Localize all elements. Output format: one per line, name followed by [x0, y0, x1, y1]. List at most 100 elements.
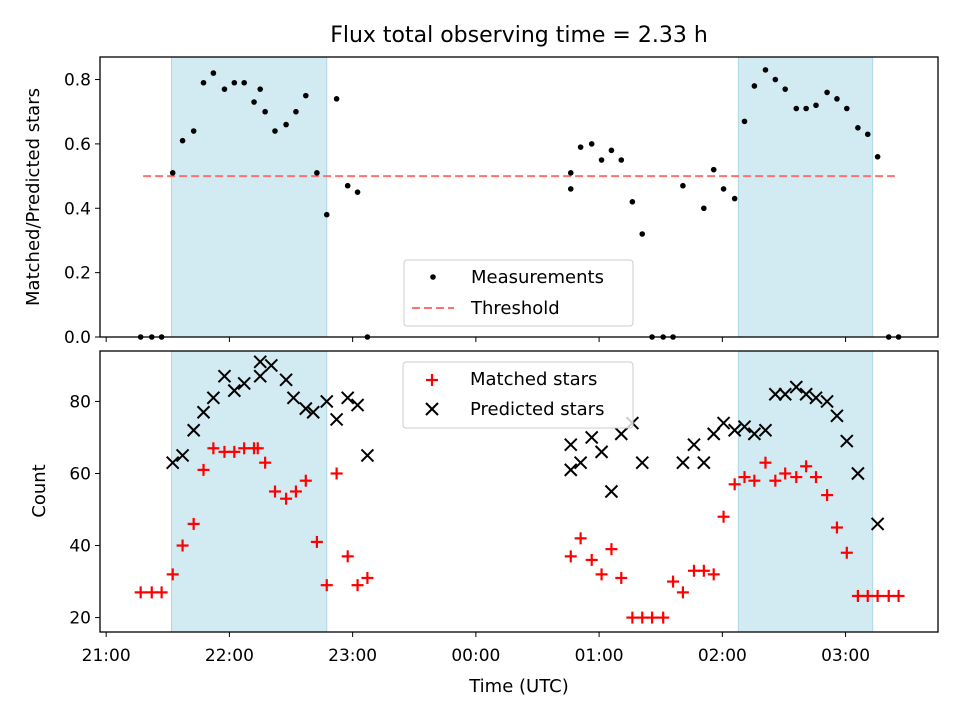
top-legend: Measurements Threshold	[403, 259, 634, 327]
measurement-point	[272, 128, 278, 134]
measurement-point	[824, 89, 830, 96]
measurement-point	[762, 67, 769, 73]
top-y-axis-ticks: 0.0 0.2 0.4 0.6 0.8	[64, 71, 100, 348]
matched-star-point	[251, 442, 264, 455]
x-tick-label: 00:00	[451, 646, 500, 666]
measurement-point	[179, 137, 186, 144]
matched-star-point	[821, 489, 834, 502]
x-tick-label: 21:00	[82, 646, 131, 666]
matched-star-point	[871, 589, 884, 602]
matched-star-point	[207, 442, 220, 455]
matched-star-point	[187, 517, 200, 530]
predicted-star-point	[237, 376, 251, 391]
matched-star-point	[676, 586, 689, 599]
measurement-point	[710, 166, 717, 173]
matched-star-point	[268, 485, 281, 498]
predicted-star-point	[697, 455, 711, 470]
measurement-point	[231, 79, 238, 86]
matched-star-point	[289, 485, 302, 498]
legend-threshold-label: Threshold	[470, 298, 560, 319]
matched-star-point	[176, 539, 189, 552]
predicted-star-point	[279, 373, 293, 387]
bottom-panel: 20 40 60 80 21:00 22:00 23:00 00:00 01:00 02:00 0…	[29, 350, 939, 666]
bottom-count-points	[134, 355, 905, 624]
measurement-point	[169, 170, 176, 176]
matched-star-point	[809, 471, 822, 484]
matched-star-point	[351, 579, 364, 592]
measurement-point	[598, 157, 605, 163]
measurement-point	[303, 92, 309, 99]
predicted-star-point	[166, 455, 180, 470]
matched-star-point	[361, 571, 374, 584]
bottom-y-tick-label: 20	[69, 609, 91, 629]
predicted-star-point	[778, 387, 792, 401]
bottom-legend-box	[402, 361, 634, 429]
predicted-star-point	[206, 391, 221, 405]
predicted-star-point	[635, 455, 649, 470]
predicted-star-point	[227, 383, 242, 398]
x-tick-label: 01:00	[575, 646, 624, 666]
matched-star-point	[759, 456, 772, 469]
bottom-shaded-regions	[170, 350, 874, 633]
predicted-star-point	[340, 391, 355, 405]
matched-star-point	[646, 611, 659, 624]
matched-star-point	[748, 474, 761, 487]
predicted-star-point	[585, 430, 599, 445]
measurement-point	[314, 170, 320, 176]
bottom-y-axis-label: Count	[29, 464, 50, 517]
legend-measurements-marker	[430, 274, 436, 280]
matched-star-point	[341, 550, 354, 563]
matched-star-point	[197, 463, 210, 476]
x-tick-label: 22:00	[205, 646, 254, 666]
legend-predicted-marker	[425, 402, 439, 416]
predicted-star-point	[716, 416, 731, 430]
predicted-star-point	[727, 423, 742, 437]
predicted-star-point	[840, 434, 854, 448]
matched-star-point	[738, 471, 751, 484]
predicted-star-point	[264, 358, 279, 373]
measurement-point	[577, 144, 584, 150]
matched-star-point	[166, 568, 179, 581]
matched-star-point	[892, 589, 905, 602]
predicted-star-point	[217, 369, 232, 383]
predicted-star-point	[320, 394, 334, 409]
matched-star-point	[574, 532, 587, 545]
matched-star-point	[228, 445, 241, 458]
predicted-star-point	[809, 391, 823, 405]
predicted-star-point	[350, 398, 365, 412]
measurement-point	[293, 108, 299, 115]
bottom-observing-span	[170, 350, 328, 633]
predicted-star-point	[789, 380, 803, 394]
predicted-star-point	[253, 355, 267, 369]
predicted-star-point	[175, 448, 190, 463]
matched-star-point	[310, 535, 323, 548]
matched-star-point	[320, 579, 333, 592]
predicted-star-point	[676, 455, 690, 470]
measurement-point	[618, 157, 625, 163]
bottom-y-tick-label: 40	[69, 537, 91, 557]
predicted-star-point	[799, 387, 813, 401]
matched-star-point	[595, 568, 608, 581]
x-axis-label: Time (UTC)	[468, 676, 569, 697]
bottom-y-tick-label: 80	[69, 392, 91, 412]
measurement-point	[803, 105, 809, 112]
matched-star-point	[280, 492, 293, 505]
legend-measurements-label: Measurements	[471, 267, 604, 288]
legend-matched-label: Matched stars	[470, 369, 597, 390]
matched-star-point	[667, 575, 680, 588]
measurement-point	[262, 108, 268, 115]
predicted-star-point	[329, 412, 344, 427]
predicted-star-point	[196, 405, 211, 419]
measurement-point	[772, 76, 779, 83]
top-observing-span	[737, 56, 874, 338]
measurement-point	[567, 186, 574, 192]
predicted-star-point	[747, 427, 762, 441]
measurement-point	[741, 118, 748, 125]
top-observing-span	[170, 56, 328, 338]
predicted-star-point	[360, 448, 375, 463]
measurement-point	[344, 182, 351, 189]
matched-star-point	[605, 543, 618, 556]
x-tick-label: 23:00	[328, 646, 377, 666]
x-tick-label: 02:00	[698, 646, 747, 666]
